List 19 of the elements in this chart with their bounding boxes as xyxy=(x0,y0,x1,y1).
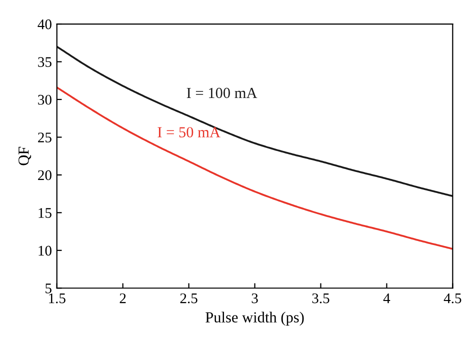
y-tick-label: 10 xyxy=(38,246,52,256)
x-tick-label: 1.5 xyxy=(49,293,66,304)
y-tick-label: 40 xyxy=(38,19,52,30)
y-tick-label: 5 xyxy=(46,284,52,294)
y-axis-title: QF xyxy=(18,146,32,166)
x-tick-label: 4 xyxy=(383,294,390,304)
x-tick-label: 4.5 xyxy=(444,294,462,304)
y-tick-label: 30 xyxy=(38,94,52,105)
y-tick-label: 20 xyxy=(38,170,52,180)
y-tick-label: 15 xyxy=(38,208,52,218)
series-label: I = 50 mA xyxy=(158,127,220,138)
x-axis-title: Pulse width (ps) xyxy=(206,312,304,326)
x-tick-label: 2 xyxy=(120,293,126,304)
x-tick-label: 3.5 xyxy=(312,293,330,304)
y-tick-label: 25 xyxy=(38,132,52,142)
x-tick-label: 2.5 xyxy=(180,293,198,304)
series-label: I = 100 mA xyxy=(186,88,258,98)
y-tick-label: 35 xyxy=(38,57,52,67)
x-tick-label: 3 xyxy=(252,293,258,304)
